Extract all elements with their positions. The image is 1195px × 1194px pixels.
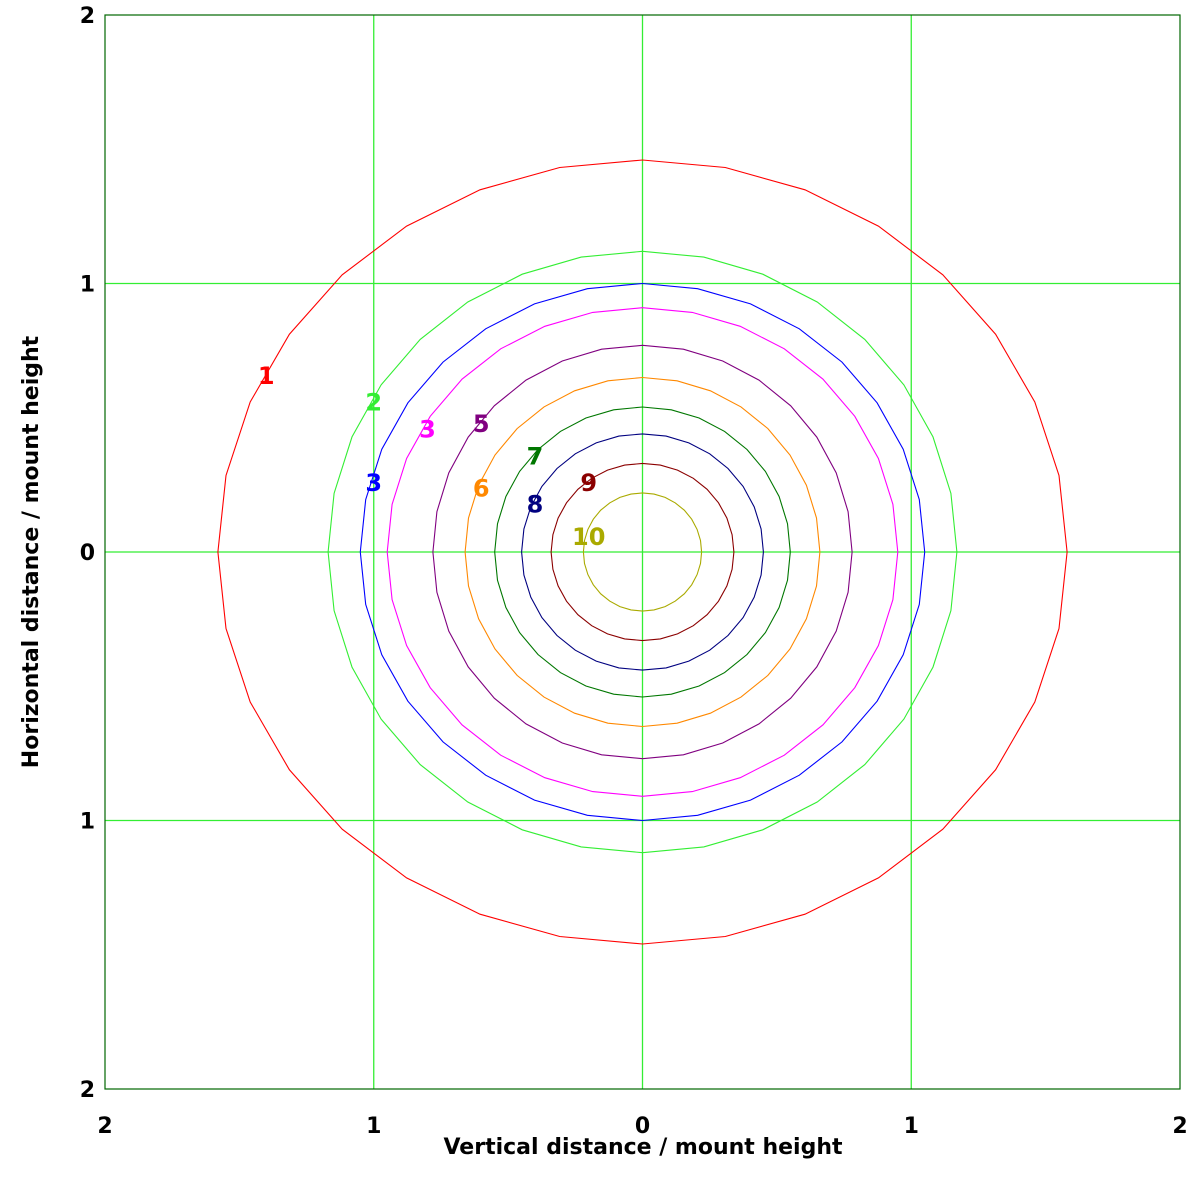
contour-line xyxy=(386,307,899,797)
contour-line xyxy=(464,376,821,728)
contour-line xyxy=(359,282,926,822)
contour-label: 1 xyxy=(258,362,275,390)
x-tick-label: 1 xyxy=(904,1114,919,1139)
contour-label: 3 xyxy=(365,469,382,497)
contour-label: 9 xyxy=(580,469,597,497)
y-tick-label: 2 xyxy=(80,4,95,29)
x-axis-title: Vertical distance / mount height xyxy=(443,1135,843,1160)
contour-label: 2 xyxy=(365,389,382,417)
contour-label: 7 xyxy=(527,442,544,470)
y-tick-label: 1 xyxy=(80,273,95,298)
x-tick-label: 0 xyxy=(635,1114,650,1139)
contour-label: 10 xyxy=(572,523,605,551)
contour-line xyxy=(494,406,791,698)
x-tick-label: 2 xyxy=(97,1114,112,1139)
contour-line xyxy=(217,159,1068,945)
contour-label: 6 xyxy=(473,475,490,503)
y-tick-label: 2 xyxy=(80,1078,95,1103)
contour-line xyxy=(327,250,958,854)
x-tick-labels: 2 1 0 1 2 xyxy=(97,1114,1187,1139)
contour-label: 8 xyxy=(527,491,544,519)
contour-line xyxy=(521,433,764,671)
contour-labels: 1 2 3 3 5 6 7 8 9 10 xyxy=(258,362,606,551)
plot-frame xyxy=(104,14,1181,1090)
y-tick-labels: 2 1 0 1 2 xyxy=(80,4,95,1103)
y-axis-title: Horizontal distance / mount height xyxy=(19,335,44,768)
contour-line xyxy=(550,462,735,642)
x-tick-label: 2 xyxy=(1172,1114,1187,1139)
contour-lines xyxy=(217,159,1068,945)
contour-line xyxy=(432,344,853,760)
y-tick-label: 1 xyxy=(80,810,95,835)
y-tick-label: 0 xyxy=(80,541,95,566)
grid-lines xyxy=(105,15,1180,1089)
x-tick-label: 1 xyxy=(366,1114,381,1139)
contour-label: 3 xyxy=(419,415,436,443)
contour-label: 5 xyxy=(473,410,490,438)
contour-line xyxy=(582,492,703,612)
